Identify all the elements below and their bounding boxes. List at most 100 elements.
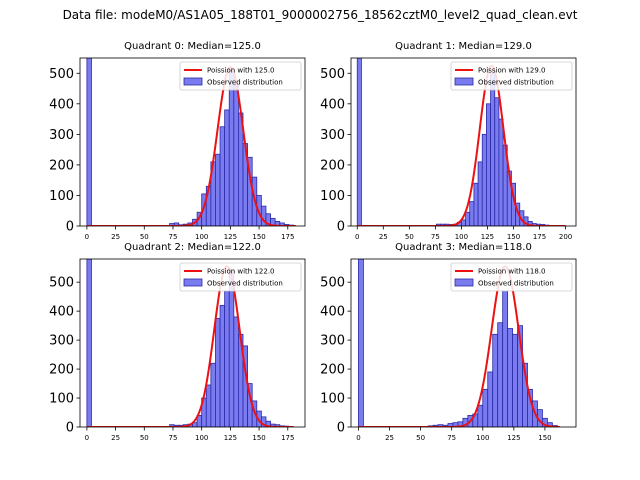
histogram-bar [219,304,226,427]
legend-box [450,262,573,292]
x-tick-label: 150 [507,233,520,241]
histogram-bar [215,153,221,226]
x-tick-label: 0 [355,233,359,241]
histogram-bar [492,333,499,427]
histogram-bar [233,316,239,427]
figure-suptitle: Data file: modeM0/AS1A05_188T01_90000027… [62,8,578,22]
legend-hist-label: Observed distribution [478,79,554,87]
histogram-bar [465,211,471,226]
x-tick-label: 50 [416,434,425,442]
x-tick-label: 50 [140,434,149,442]
y-tick-label: 400 [320,305,345,320]
x-tick-label: 100 [476,434,489,442]
axes-frame [79,57,306,227]
legend-hist-swatch [454,77,474,86]
x-tick-label: 125 [224,233,237,241]
histogram-bar [477,161,483,226]
y-tick-label: 300 [320,128,345,143]
histogram-bar-zero-bin [356,58,362,226]
x-tick-label: 75 [431,233,440,241]
legend-box [179,262,302,292]
y-tick-label: 0 [66,220,74,235]
legend-box [179,61,302,91]
x-tick-label: 125 [224,434,237,442]
axes-frame [79,258,306,428]
x-tick-label: 75 [169,233,178,241]
histogram-bar [482,388,489,427]
quadrant-2-panel: 0 100 200 300 400 500 0 25 50 75 100 125 150 175 Quadr… [49,242,306,442]
histogram-bar-zero-bin [86,259,92,427]
x-tick-label: 0 [85,233,89,241]
y-tick-label: 500 [49,276,74,291]
x-tick-label: 125 [507,434,520,442]
legend-curve-label: Poission with 125.0 [207,67,275,75]
histogram-bar [215,317,221,427]
histogram-bar [507,328,514,427]
legend-hist-label: Observed distribution [478,280,554,288]
x-tick-label: 175 [533,233,546,241]
histogram-bar [219,126,226,226]
x-tick-label: 150 [538,434,551,442]
panel-title: Quadrant 2: Median=122.0 [124,242,261,253]
histogram-bar [477,404,484,427]
x-tick-label: 0 [85,434,89,442]
histogram-bar [490,72,496,226]
y-tick-label: 200 [320,363,345,378]
plot-area [358,259,560,427]
y-tick-label: 200 [320,158,345,173]
y-tick-label: 300 [49,128,74,143]
histogram-bar-zero-bin [358,259,364,427]
legend-curve-label: Poission with 118.0 [478,268,546,276]
x-tick-label: 0 [356,434,360,442]
histogram-bar [487,371,494,427]
y-tick-label: 200 [49,158,74,173]
quadrant-0-panel: 0 100 200 300 400 500 0 25 50 75 100 125 150 175 Quadr… [49,41,306,241]
legend-curve-label: Poission with 122.0 [207,268,275,276]
legend-hist-label: Observed distribution [207,280,283,288]
y-tick-label: 400 [49,305,74,320]
legend: Poission with 122.0 Observed distribution [179,262,302,292]
panel-title: Quadrant 0: Median=125.0 [124,41,261,52]
histogram-bar [481,133,487,226]
histogram-bar [494,97,500,226]
x-tick-label: 100 [195,434,208,442]
x-tick-label: 150 [252,434,265,442]
legend-hist-swatch [183,77,203,86]
histogram-bar [497,322,504,427]
x-tick-label: 50 [405,233,414,241]
histogram-bar [228,69,235,226]
x-tick-label: 100 [455,233,468,241]
poisson-curve [357,64,566,226]
x-tick-label: 50 [140,233,149,241]
axes-frame [350,258,577,428]
y-tick-label: 300 [320,334,345,349]
histogram-bar [228,270,235,427]
y-tick-label: 100 [49,189,74,204]
histogram-bar [486,103,491,226]
y-tick-label: 0 [337,421,345,436]
axes-frame [350,57,577,227]
legend: Poission with 125.0 Observed distribution [179,61,302,91]
x-tick-label: 25 [111,434,120,442]
y-tick-label: 500 [320,276,345,291]
x-tick-label: 25 [111,233,120,241]
x-tick-label: 100 [195,233,208,241]
histogram-bar [224,109,230,226]
y-tick-label: 200 [49,363,74,378]
y-tick-label: 500 [320,67,345,82]
histogram-bar [469,201,475,226]
y-tick-label: 400 [320,97,345,112]
x-tick-label: 75 [169,434,178,442]
poisson-curve [358,265,560,427]
histogram-bar [461,219,466,226]
y-tick-label: 100 [320,189,345,204]
y-tick-label: 300 [49,334,74,349]
plot-area [356,58,566,226]
histogram-bar [210,362,216,427]
poisson-curve [86,265,294,427]
y-tick-label: 0 [66,421,74,436]
legend-box [450,61,573,91]
x-tick-label: 175 [281,233,294,241]
histogram-bar [205,384,212,427]
